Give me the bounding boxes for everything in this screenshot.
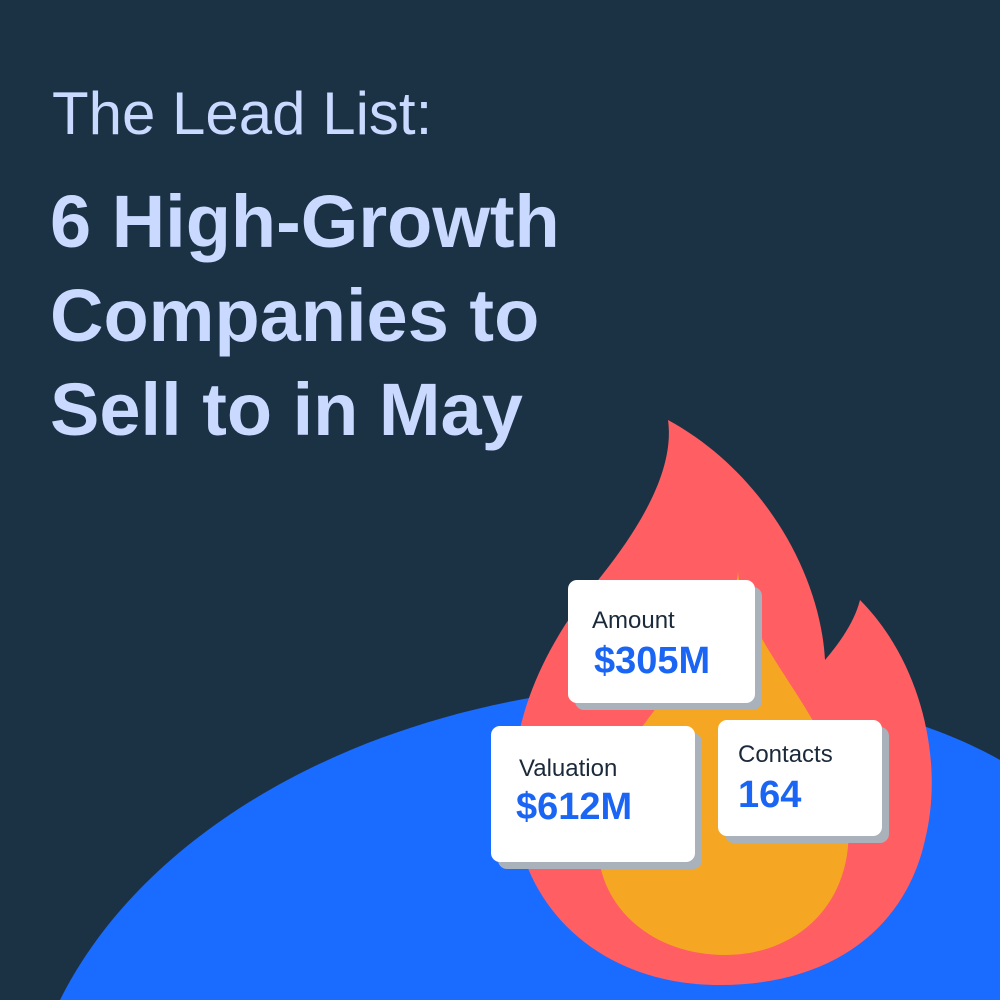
valuation-label: Valuation: [519, 755, 618, 782]
amount-value: $305M: [594, 640, 711, 682]
title-line: Sell to in May: [50, 368, 523, 451]
contacts-card: Contacts 164: [718, 720, 882, 836]
title-line: Companies to: [50, 274, 540, 357]
amount-label: Amount: [592, 607, 675, 634]
subtitle: The Lead List:: [52, 80, 433, 147]
title-line: 6 High-Growth: [50, 180, 560, 263]
page-title: 6 High-Growth Companies to Sell to in Ma…: [50, 175, 750, 457]
amount-card: Amount $305M: [568, 580, 755, 703]
contacts-value: 164: [738, 774, 802, 816]
contacts-label: Contacts: [738, 741, 833, 768]
valuation-value: $612M: [516, 786, 633, 828]
valuation-card: Valuation $612M: [491, 726, 695, 862]
